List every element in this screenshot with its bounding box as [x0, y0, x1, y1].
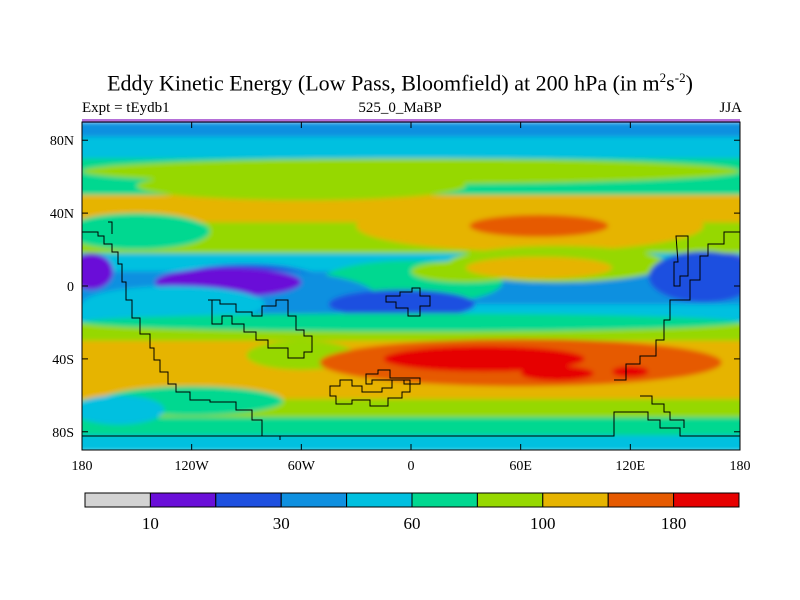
south-america-outline [208, 299, 313, 359]
x-tick-label-4: 60E [509, 459, 532, 474]
field-contour-15 [328, 289, 475, 319]
field-band-0 [82, 122, 740, 138]
colorbar-label-4: 180 [661, 514, 687, 533]
island-outline [365, 369, 421, 385]
y-tick-label-2: 0 [67, 280, 74, 295]
colorbar-box-0 [84, 492, 151, 508]
colorbar-box-3 [280, 492, 348, 508]
field-contour-1 [136, 171, 466, 201]
africa-outline [385, 287, 431, 317]
field-contour-4 [82, 213, 210, 250]
colorbar-box-4 [346, 492, 413, 508]
land-mass-outline [329, 379, 411, 407]
season-label: JJA [719, 100, 742, 116]
colorbar-label-1: 30 [273, 514, 290, 533]
y-tick-label-3: 40S [52, 353, 74, 368]
colorbar-box-6 [476, 492, 544, 508]
field-band-1 [82, 136, 740, 160]
x-tick-label-0: 180 [72, 459, 93, 474]
colorbar-box-5 [411, 492, 478, 508]
field-band-11 [82, 417, 740, 437]
field-contour-14 [648, 251, 740, 303]
antarctic-peninsula-outline [640, 395, 685, 428]
case-label: 525_0_MaBP [358, 100, 442, 116]
colorbar: 10 30 60 100 180 [84, 492, 740, 533]
field-contour-21 [612, 366, 649, 378]
field-contour-24 [82, 313, 740, 332]
field-contour-19 [383, 346, 585, 372]
colorbar-label-3: 100 [530, 514, 556, 533]
colorbar-label-2: 60 [404, 514, 421, 533]
field-contour-16 [82, 286, 265, 323]
field-contour-12 [82, 253, 114, 290]
antarctica-outline [82, 411, 740, 437]
top-edge-band [82, 119, 740, 123]
asia-outline-2 [673, 235, 689, 287]
americas-outline [82, 231, 281, 440]
x-tick-label-5: 120E [616, 459, 646, 474]
field-band-12 [82, 435, 740, 450]
continent-outlines [82, 221, 740, 440]
colorbar-box-7 [542, 492, 609, 508]
field-contour-20 [520, 366, 594, 381]
experiment-label: Expt = tEydb1 [82, 100, 170, 116]
x-tick-label-6: 180 [730, 459, 751, 474]
chart-title: Eddy Kinetic Energy (Low Pass, Bloomfiel… [107, 70, 693, 96]
colorbar-label-0: 10 [142, 514, 159, 533]
y-tick-label-1: 40N [50, 207, 74, 222]
asia-pacific-outline [614, 231, 740, 381]
colorbar-box-1 [149, 492, 217, 508]
x-tick-label-3: 0 [408, 459, 415, 474]
field-contour-8 [465, 256, 613, 279]
x-tick-label-2: 60W [288, 459, 316, 474]
field-contour-23 [82, 395, 165, 425]
colorbar-box-9 [673, 492, 740, 508]
colorbar-box-8 [607, 492, 675, 508]
field-contour-3 [469, 214, 609, 237]
y-tick-label-4: 80S [52, 426, 74, 441]
axes: 180 120W 60W 0 60E 120E 180 80N 40N 0 40S 80S [50, 122, 751, 474]
y-tick-label-0: 80N [50, 134, 74, 149]
x-tick-label-1: 120W [175, 459, 210, 474]
colorbar-box-2 [215, 492, 282, 508]
north-outline [108, 221, 113, 234]
ke-field [82, 122, 740, 450]
